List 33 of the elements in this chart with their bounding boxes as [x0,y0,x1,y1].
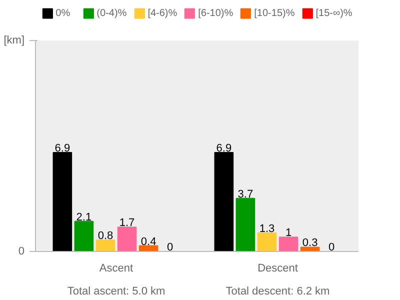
text: 0 [18,246,25,258]
bar [300,246,320,252]
bar [214,152,234,252]
text: Total descent: 6.2 km [226,286,330,298]
data-label: 3.7 [238,188,254,200]
bar [257,232,277,252]
data-label: 0.4 [140,236,156,248]
bar [117,226,137,252]
bar [96,240,116,252]
data-label: 0.3 [302,237,318,250]
text: Total ascent: 5.0 km [67,286,166,298]
data-label: 2.1 [76,211,92,224]
legend-label: [6-10)% [198,8,234,18]
data-label: 0 [328,242,335,254]
bar [74,220,94,252]
data-label: 0.8 [98,230,114,242]
legend-label: [10-15)% [254,8,295,18]
legend-label: [15-∞)% [316,8,352,18]
data-label: 6.9 [54,142,70,154]
bar [236,198,256,252]
data-label: 1 [285,227,292,240]
text: [km] [4,34,25,46]
legend-label: 0% [56,8,72,18]
data-label: 1.7 [119,217,135,230]
data-label: 0 [167,242,174,254]
data-label: 6.9 [216,142,232,154]
bar [278,236,298,252]
bar [52,152,72,252]
data-label: 1.3 [259,222,275,235]
x-tick-label: Descent [258,262,298,274]
legend-label: [4-6)% [148,8,178,18]
legend-label: (0-4)% [96,8,127,18]
x-tick-label: Ascent [99,262,134,274]
